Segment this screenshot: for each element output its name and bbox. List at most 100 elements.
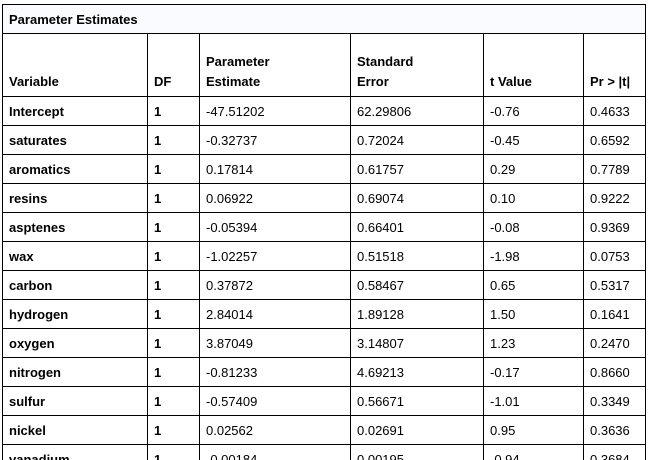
- column-header-line2: Estimate: [206, 74, 261, 89]
- cell-tvalue: -0.76: [483, 96, 584, 126]
- column-header-line2: DF: [154, 74, 172, 89]
- column-header-tvalue: t Value: [483, 33, 584, 97]
- cell-stderr: 0.51518: [350, 241, 484, 271]
- table-row: nickel 1 0.02562 0.02691 0.95 0.3636: [2, 415, 647, 445]
- cell-stderr: 0.00195: [350, 444, 484, 460]
- cell-p: 0.5317: [582, 270, 647, 300]
- cell-variable: saturates: [2, 125, 148, 155]
- cell-variable: carbon: [2, 270, 148, 300]
- cell-tvalue: -1.98: [483, 241, 584, 271]
- cell-df: 1: [147, 357, 200, 387]
- cell-estimate: 3.87049: [199, 328, 351, 358]
- cell-p: 0.6592: [582, 125, 647, 155]
- cell-stderr: 0.66401: [350, 212, 484, 242]
- cell-variable: oxygen: [2, 328, 148, 358]
- column-header-variable: Variable: [2, 33, 148, 97]
- cell-p: 0.4633: [582, 96, 647, 126]
- cell-tvalue: -0.08: [483, 212, 584, 242]
- column-header-stderr: Standard Error: [350, 33, 484, 97]
- cell-variable: sulfur: [2, 386, 148, 416]
- cell-p: 0.3349: [582, 386, 647, 416]
- cell-p: 0.8660: [582, 357, 647, 387]
- cell-tvalue: -0.45: [483, 125, 584, 155]
- table-title: Parameter Estimates: [1, 4, 647, 34]
- table-row: carbon 1 0.37872 0.58467 0.65 0.5317: [2, 270, 647, 300]
- cell-variable: nickel: [2, 415, 148, 445]
- cell-variable: vanadium: [2, 444, 148, 460]
- cell-df: 1: [147, 125, 200, 155]
- table-row: nitrogen 1 -0.81233 4.69213 -0.17 0.8660: [2, 357, 647, 387]
- cell-df: 1: [147, 386, 200, 416]
- cell-estimate: -0.32737: [199, 125, 351, 155]
- cell-tvalue: -0.17: [483, 357, 584, 387]
- column-header-df: DF: [147, 33, 200, 97]
- cell-estimate: -1.02257: [199, 241, 351, 271]
- cell-df: 1: [147, 415, 200, 445]
- cell-p: 0.0753: [582, 241, 647, 271]
- cell-df: 1: [147, 241, 200, 271]
- cell-estimate: -47.51202: [199, 96, 351, 126]
- cell-stderr: 0.58467: [350, 270, 484, 300]
- cell-estimate: -0.57409: [199, 386, 351, 416]
- table-title-row: Parameter Estimates: [1, 4, 647, 34]
- cell-p: 0.9369: [582, 212, 647, 242]
- cell-tvalue: 0.29: [483, 154, 584, 184]
- cell-estimate: -0.05394: [199, 212, 351, 242]
- cell-stderr: 62.29806: [350, 96, 484, 126]
- cell-stderr: 0.02691: [350, 415, 484, 445]
- cell-estimate: 0.17814: [199, 154, 351, 184]
- parameter-estimates-table: Parameter Estimates Variable DF Parameter E…: [1, 4, 647, 460]
- cell-p: 0.2470: [582, 328, 647, 358]
- column-header-estimate: Parameter Estimate: [199, 33, 351, 97]
- cell-stderr: 3.14807: [350, 328, 484, 358]
- cell-variable: hydrogen: [2, 299, 148, 329]
- column-header-p: Pr > |t|: [582, 33, 647, 97]
- cell-p: 0.9222: [582, 183, 647, 213]
- cell-tvalue: 0.65: [483, 270, 584, 300]
- cell-df: 1: [147, 212, 200, 242]
- cell-tvalue: 1.23: [483, 328, 584, 358]
- cell-stderr: 4.69213: [350, 357, 484, 387]
- cell-estimate: 0.06922: [199, 183, 351, 213]
- column-header-line2: Variable: [9, 74, 59, 89]
- cell-tvalue: 0.10: [483, 183, 584, 213]
- cell-df: 1: [147, 154, 200, 184]
- column-header-line1: Standard: [357, 54, 414, 69]
- table-row: oxygen 1 3.87049 3.14807 1.23 0.2470: [2, 328, 647, 358]
- table-row: vanadium 1 -0.00184 0.00195 -0.94 0.3684: [2, 444, 647, 460]
- cell-variable: aromatics: [2, 154, 148, 184]
- table-row: hydrogen 1 2.84014 1.89128 1.50 0.1641: [2, 299, 647, 329]
- column-header-row: Variable DF Parameter Estimate Standard Error…: [2, 33, 647, 97]
- cell-df: 1: [147, 270, 200, 300]
- cell-stderr: 0.69074: [350, 183, 484, 213]
- column-header-line2: Error: [357, 74, 389, 89]
- table-row: saturates 1 -0.32737 0.72024 -0.45 0.6592: [2, 125, 647, 155]
- column-header-line2: t Value: [490, 74, 532, 89]
- cell-df: 1: [147, 444, 200, 460]
- cell-stderr: 0.56671: [350, 386, 484, 416]
- cell-tvalue: -0.94: [483, 444, 584, 460]
- cell-df: 1: [147, 299, 200, 329]
- table-row: asptenes 1 -0.05394 0.66401 -0.08 0.9369: [2, 212, 647, 242]
- table-row: aromatics 1 0.17814 0.61757 0.29 0.7789: [2, 154, 647, 184]
- cell-p: 0.3636: [582, 415, 647, 445]
- table-row: wax 1 -1.02257 0.51518 -1.98 0.0753: [2, 241, 647, 271]
- column-header-line1: Parameter: [206, 54, 270, 69]
- cell-df: 1: [147, 328, 200, 358]
- cell-df: 1: [147, 96, 200, 126]
- cell-tvalue: 0.95: [483, 415, 584, 445]
- cell-estimate: 0.02562: [199, 415, 351, 445]
- cell-estimate: -0.00184: [199, 444, 351, 460]
- cell-stderr: 0.61757: [350, 154, 484, 184]
- cell-variable: asptenes: [2, 212, 148, 242]
- cell-tvalue: 1.50: [483, 299, 584, 329]
- cell-tvalue: -1.01: [483, 386, 584, 416]
- cell-estimate: 0.37872: [199, 270, 351, 300]
- cell-estimate: 2.84014: [199, 299, 351, 329]
- cell-variable: resins: [2, 183, 148, 213]
- table-row: sulfur 1 -0.57409 0.56671 -1.01 0.3349: [2, 386, 647, 416]
- column-header-line2: Pr > |t|: [590, 74, 631, 89]
- cell-df: 1: [147, 183, 200, 213]
- cell-variable: Intercept: [2, 96, 148, 126]
